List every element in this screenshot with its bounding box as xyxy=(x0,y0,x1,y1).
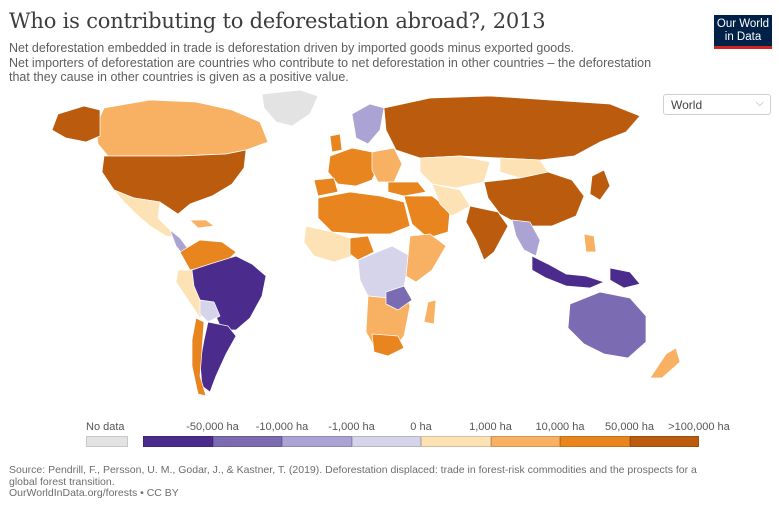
legend-tick-label: -1,000 ha xyxy=(328,421,375,433)
legend-bin[interactable] xyxy=(421,436,491,447)
chevron-down-icon: ⌵ xyxy=(755,97,764,109)
region-papua[interactable] xyxy=(609,267,641,289)
legend-no-data-label: No data xyxy=(86,421,125,433)
region-west-africa[interactable] xyxy=(303,225,353,263)
region-central-asia[interactable] xyxy=(419,155,491,189)
region-iran[interactable] xyxy=(431,183,471,217)
legend-tick-label: -10,000 ha xyxy=(255,421,309,433)
region-north-africa[interactable] xyxy=(317,191,411,235)
legend-bin[interactable] xyxy=(629,436,699,447)
region-select[interactable]: World ⌵ xyxy=(663,94,771,115)
legend-tick-label: >100,000 ha xyxy=(668,421,730,433)
legend-bin[interactable] xyxy=(560,436,630,447)
legend-bin[interactable] xyxy=(143,436,213,447)
region-spain[interactable] xyxy=(313,177,339,197)
region-usa[interactable] xyxy=(101,149,247,215)
legend: No data -50,000 ha -10,000 ha -1,000 ha 0 h… xyxy=(0,416,779,452)
chart-subtitle: Net deforestation embedded in trade is d… xyxy=(9,41,679,85)
legend-tick-label: 1,000 ha xyxy=(469,421,512,433)
region-bolivia[interactable] xyxy=(199,299,221,323)
world-map xyxy=(51,89,681,397)
source-line: global forest transition. xyxy=(9,475,115,488)
region-indonesia[interactable] xyxy=(531,255,605,289)
region-canada[interactable] xyxy=(95,99,269,157)
region-alaska[interactable] xyxy=(51,105,101,143)
region-turkey[interactable] xyxy=(387,181,427,197)
region-china[interactable] xyxy=(483,171,585,227)
source-link[interactable]: OurWorldInData.org/forests • CC BY xyxy=(9,487,179,499)
subtitle-line: Net deforestation embedded in trade is d… xyxy=(9,41,574,55)
region-western-europe[interactable] xyxy=(327,147,379,187)
region-philippines[interactable] xyxy=(583,233,597,253)
region-australia[interactable] xyxy=(567,291,647,359)
legend-bin[interactable] xyxy=(490,436,560,447)
region-russia[interactable] xyxy=(383,95,641,161)
region-eastern-europe[interactable] xyxy=(371,147,403,183)
region-caribbean[interactable] xyxy=(189,219,215,229)
region-greenland[interactable] xyxy=(261,89,319,127)
legend-bin[interactable] xyxy=(282,436,352,447)
region-india[interactable] xyxy=(465,205,509,261)
region-south-africa[interactable] xyxy=(371,333,405,357)
legend-no-data-swatch xyxy=(86,436,128,447)
region-nigeria[interactable] xyxy=(349,235,375,261)
logo-line: in Data xyxy=(724,31,762,43)
region-zambia[interactable] xyxy=(385,285,413,311)
region-east-africa[interactable] xyxy=(405,233,447,283)
subtitle-line: that they cause in other countries is gi… xyxy=(9,70,349,84)
region-brazil[interactable] xyxy=(191,255,267,331)
chart-title: Who is contributing to deforestation abr… xyxy=(9,9,546,33)
legend-tick-label: 0 ha xyxy=(410,421,432,433)
region-scandinavia[interactable] xyxy=(351,103,385,145)
region-mainland-southeast-asia[interactable] xyxy=(511,219,541,257)
legend-bin[interactable] xyxy=(212,436,282,447)
region-select-value: World xyxy=(671,98,703,112)
legend-bin[interactable] xyxy=(351,436,421,447)
region-new-zealand[interactable] xyxy=(649,347,681,379)
source-note: Source: Pendrill, F., Persson, U. M., Go… xyxy=(9,464,769,500)
region-middle-east[interactable] xyxy=(403,195,451,239)
region-madagascar[interactable] xyxy=(423,299,437,325)
subtitle-line: Net importers of deforestation are count… xyxy=(9,55,652,70)
owid-logo[interactable]: Our World in Data xyxy=(714,15,772,49)
source-line: Source: Pendrill, F., Persson, U. M., Go… xyxy=(9,464,697,476)
region-chile[interactable] xyxy=(191,317,207,397)
legend-tick-label: 50,000 ha xyxy=(605,421,654,433)
region-japan[interactable] xyxy=(589,169,611,201)
logo-line: Our World xyxy=(716,18,770,30)
region-uk[interactable] xyxy=(329,133,343,153)
legend-tick-label: -50,000 ha xyxy=(186,421,239,433)
region-argentina[interactable] xyxy=(199,321,237,393)
legend-tick-label: 10,000 ha xyxy=(535,421,585,433)
